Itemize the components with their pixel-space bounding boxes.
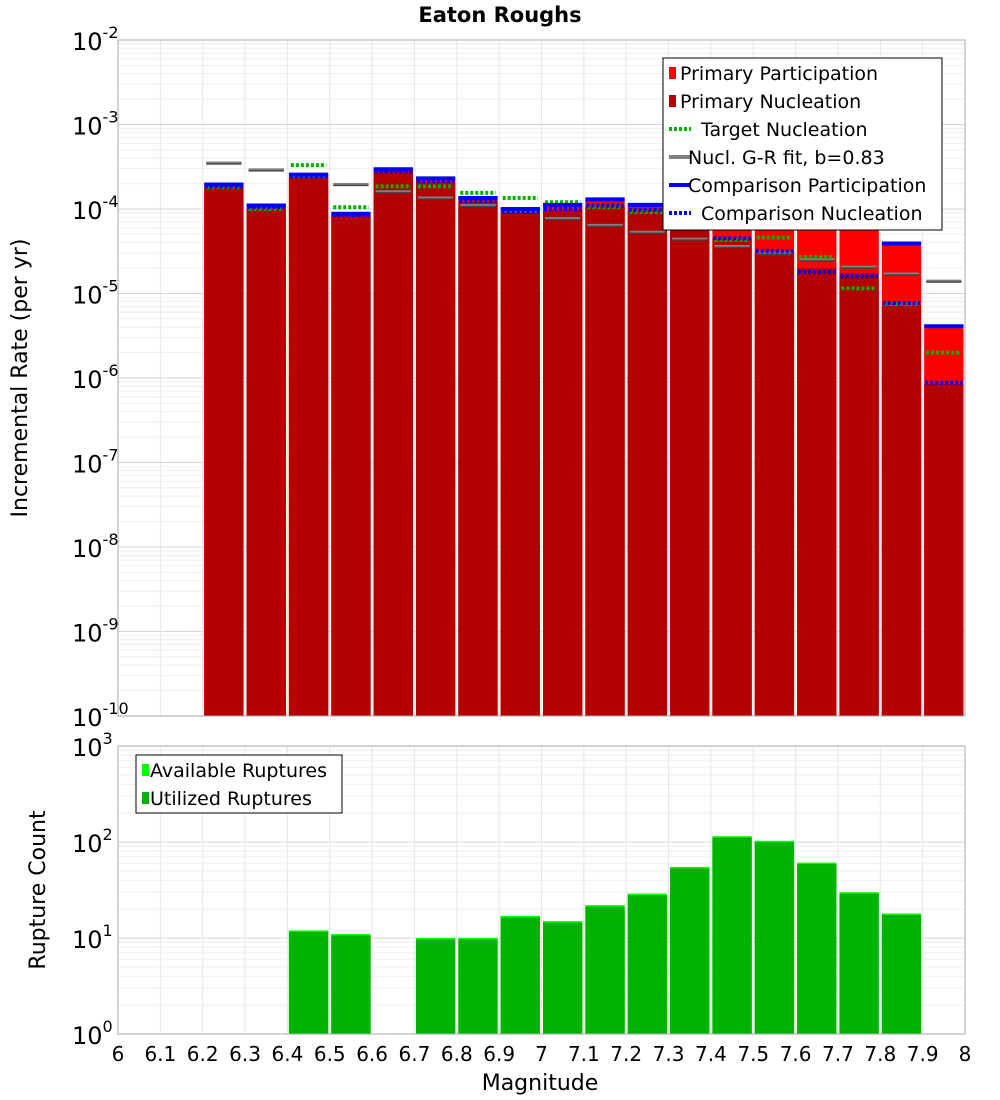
utilized-ruptures-bar	[585, 906, 625, 1034]
top-y-axis-label: Incremental Rate (per yr)	[8, 239, 33, 518]
nucleation-bar	[331, 215, 371, 717]
nucleation-bar	[627, 210, 668, 716]
top-y-tick-label: 10-10	[72, 699, 129, 732]
nucleation-bar	[924, 383, 964, 716]
utilized-ruptures-bar	[458, 939, 498, 1034]
top-y-tick-label: 10-7	[72, 446, 119, 479]
nucleation-bar	[204, 187, 244, 717]
bottom-y-tick-label: 100	[72, 1017, 113, 1050]
utilized-ruptures-bar	[331, 935, 371, 1034]
x-tick-label: 7.3	[653, 1042, 685, 1066]
x-tick-label: 6.3	[229, 1042, 261, 1066]
top-legend-entry-label: Target Nucleation	[700, 119, 868, 141]
utilized-ruptures-bar	[670, 868, 710, 1034]
x-tick-label: 6.6	[356, 1042, 388, 1066]
x-tick-label: 6.4	[271, 1042, 303, 1066]
nucleation-bar	[712, 238, 752, 717]
x-axis-label: Magnitude	[482, 1071, 599, 1096]
nucleation-bar	[246, 209, 286, 716]
chart-title: Eaton Roughs	[418, 3, 581, 27]
top-y-tick-label: 10-6	[72, 361, 119, 394]
top-y-tick-label: 10-2	[72, 23, 119, 56]
nucleation-bar	[458, 202, 498, 716]
bottom-y-tick-label: 103	[72, 729, 113, 762]
utilized-ruptures-bar	[754, 842, 795, 1034]
utilized-ruptures-bar	[839, 893, 879, 1034]
utilized-ruptures-bar	[881, 914, 922, 1034]
x-tick-label: 6.7	[399, 1042, 431, 1066]
top-legend-entry-label: Comparison Nucleation	[701, 203, 923, 225]
x-tick-label: 8	[959, 1042, 972, 1066]
x-tick-label: 6.5	[314, 1042, 346, 1066]
x-tick-label: 7.9	[907, 1042, 939, 1066]
nucleation-bar	[373, 171, 413, 716]
nucleation-bar	[543, 209, 583, 716]
x-tick-label: 7.4	[695, 1042, 727, 1066]
top-legend-swatch	[669, 95, 676, 107]
top-y-tick-label: 10-3	[72, 108, 119, 141]
bottom-frame	[117, 745, 966, 1035]
top-legend-entry-label: Comparison Participation	[688, 175, 926, 197]
utilized-ruptures-bar	[543, 922, 583, 1034]
x-tick-label: 6.2	[187, 1042, 219, 1066]
nucleation-bar	[839, 272, 879, 716]
top-y-tick-label: 10-5	[72, 277, 119, 310]
x-tick-label: 6.9	[483, 1042, 515, 1066]
utilized-ruptures-bar	[797, 864, 837, 1034]
nucleation-bar	[500, 212, 540, 716]
top-y-tick-label: 10-9	[72, 615, 119, 648]
top-legend-entry-label: Primary Nucleation	[680, 91, 861, 113]
utilized-ruptures-bar	[500, 917, 540, 1034]
x-tick-label: 7.2	[610, 1042, 642, 1066]
bottom-y-axis-label: Rupture Count	[26, 810, 51, 970]
nucleation-bar	[288, 176, 329, 717]
x-tick-label: 6	[112, 1042, 125, 1066]
nucleation-bar	[670, 222, 710, 716]
top-y-tick-label: 10-4	[72, 192, 119, 225]
bottom-y-tick-label: 102	[72, 825, 113, 858]
x-tick-label: 6.1	[144, 1042, 176, 1066]
nucleation-bar	[754, 251, 795, 717]
top-legend-entry-label: Primary Participation	[680, 63, 878, 85]
utilized-ruptures-bar	[627, 895, 668, 1034]
top-frame	[117, 39, 966, 717]
x-tick-label: 7.1	[568, 1042, 600, 1066]
nucleation-bar	[797, 268, 837, 716]
nucleation-bar	[585, 206, 625, 717]
top-legend-entry-label: Nucl. G-R fit, b=0.83	[688, 147, 885, 169]
x-tick-label: 6.8	[441, 1042, 473, 1066]
x-tick-label: 7.7	[822, 1042, 854, 1066]
bottom-legend-swatch	[142, 764, 149, 776]
bottom-legend-swatch	[142, 792, 149, 804]
bottom-legend-entry-label: Available Ruptures	[150, 760, 327, 782]
top-legend: Primary Participation Primary Nucleation T…	[662, 57, 943, 231]
bottom-legend: Available Ruptures Utilized Ruptures	[135, 754, 343, 814]
top-legend-swatch	[669, 67, 676, 79]
utilized-ruptures-bar	[712, 837, 752, 1034]
x-tick-label: 7.8	[864, 1042, 896, 1066]
top-legend-box	[662, 57, 943, 231]
x-tick-label: 7.5	[737, 1042, 769, 1066]
x-tick-label: 7	[535, 1042, 548, 1066]
nucleation-bar	[881, 305, 922, 716]
top-y-tick-label: 10-8	[72, 530, 119, 563]
utilized-ruptures-bar	[288, 931, 329, 1034]
bottom-legend-entry-label: Utilized Ruptures	[150, 788, 312, 810]
utilized-ruptures-bar	[415, 939, 456, 1034]
bottom-legend-box	[135, 754, 343, 814]
bottom-y-tick-label: 101	[72, 921, 113, 954]
x-tick-label: 7.6	[780, 1042, 812, 1066]
nucleation-bar	[415, 181, 456, 717]
